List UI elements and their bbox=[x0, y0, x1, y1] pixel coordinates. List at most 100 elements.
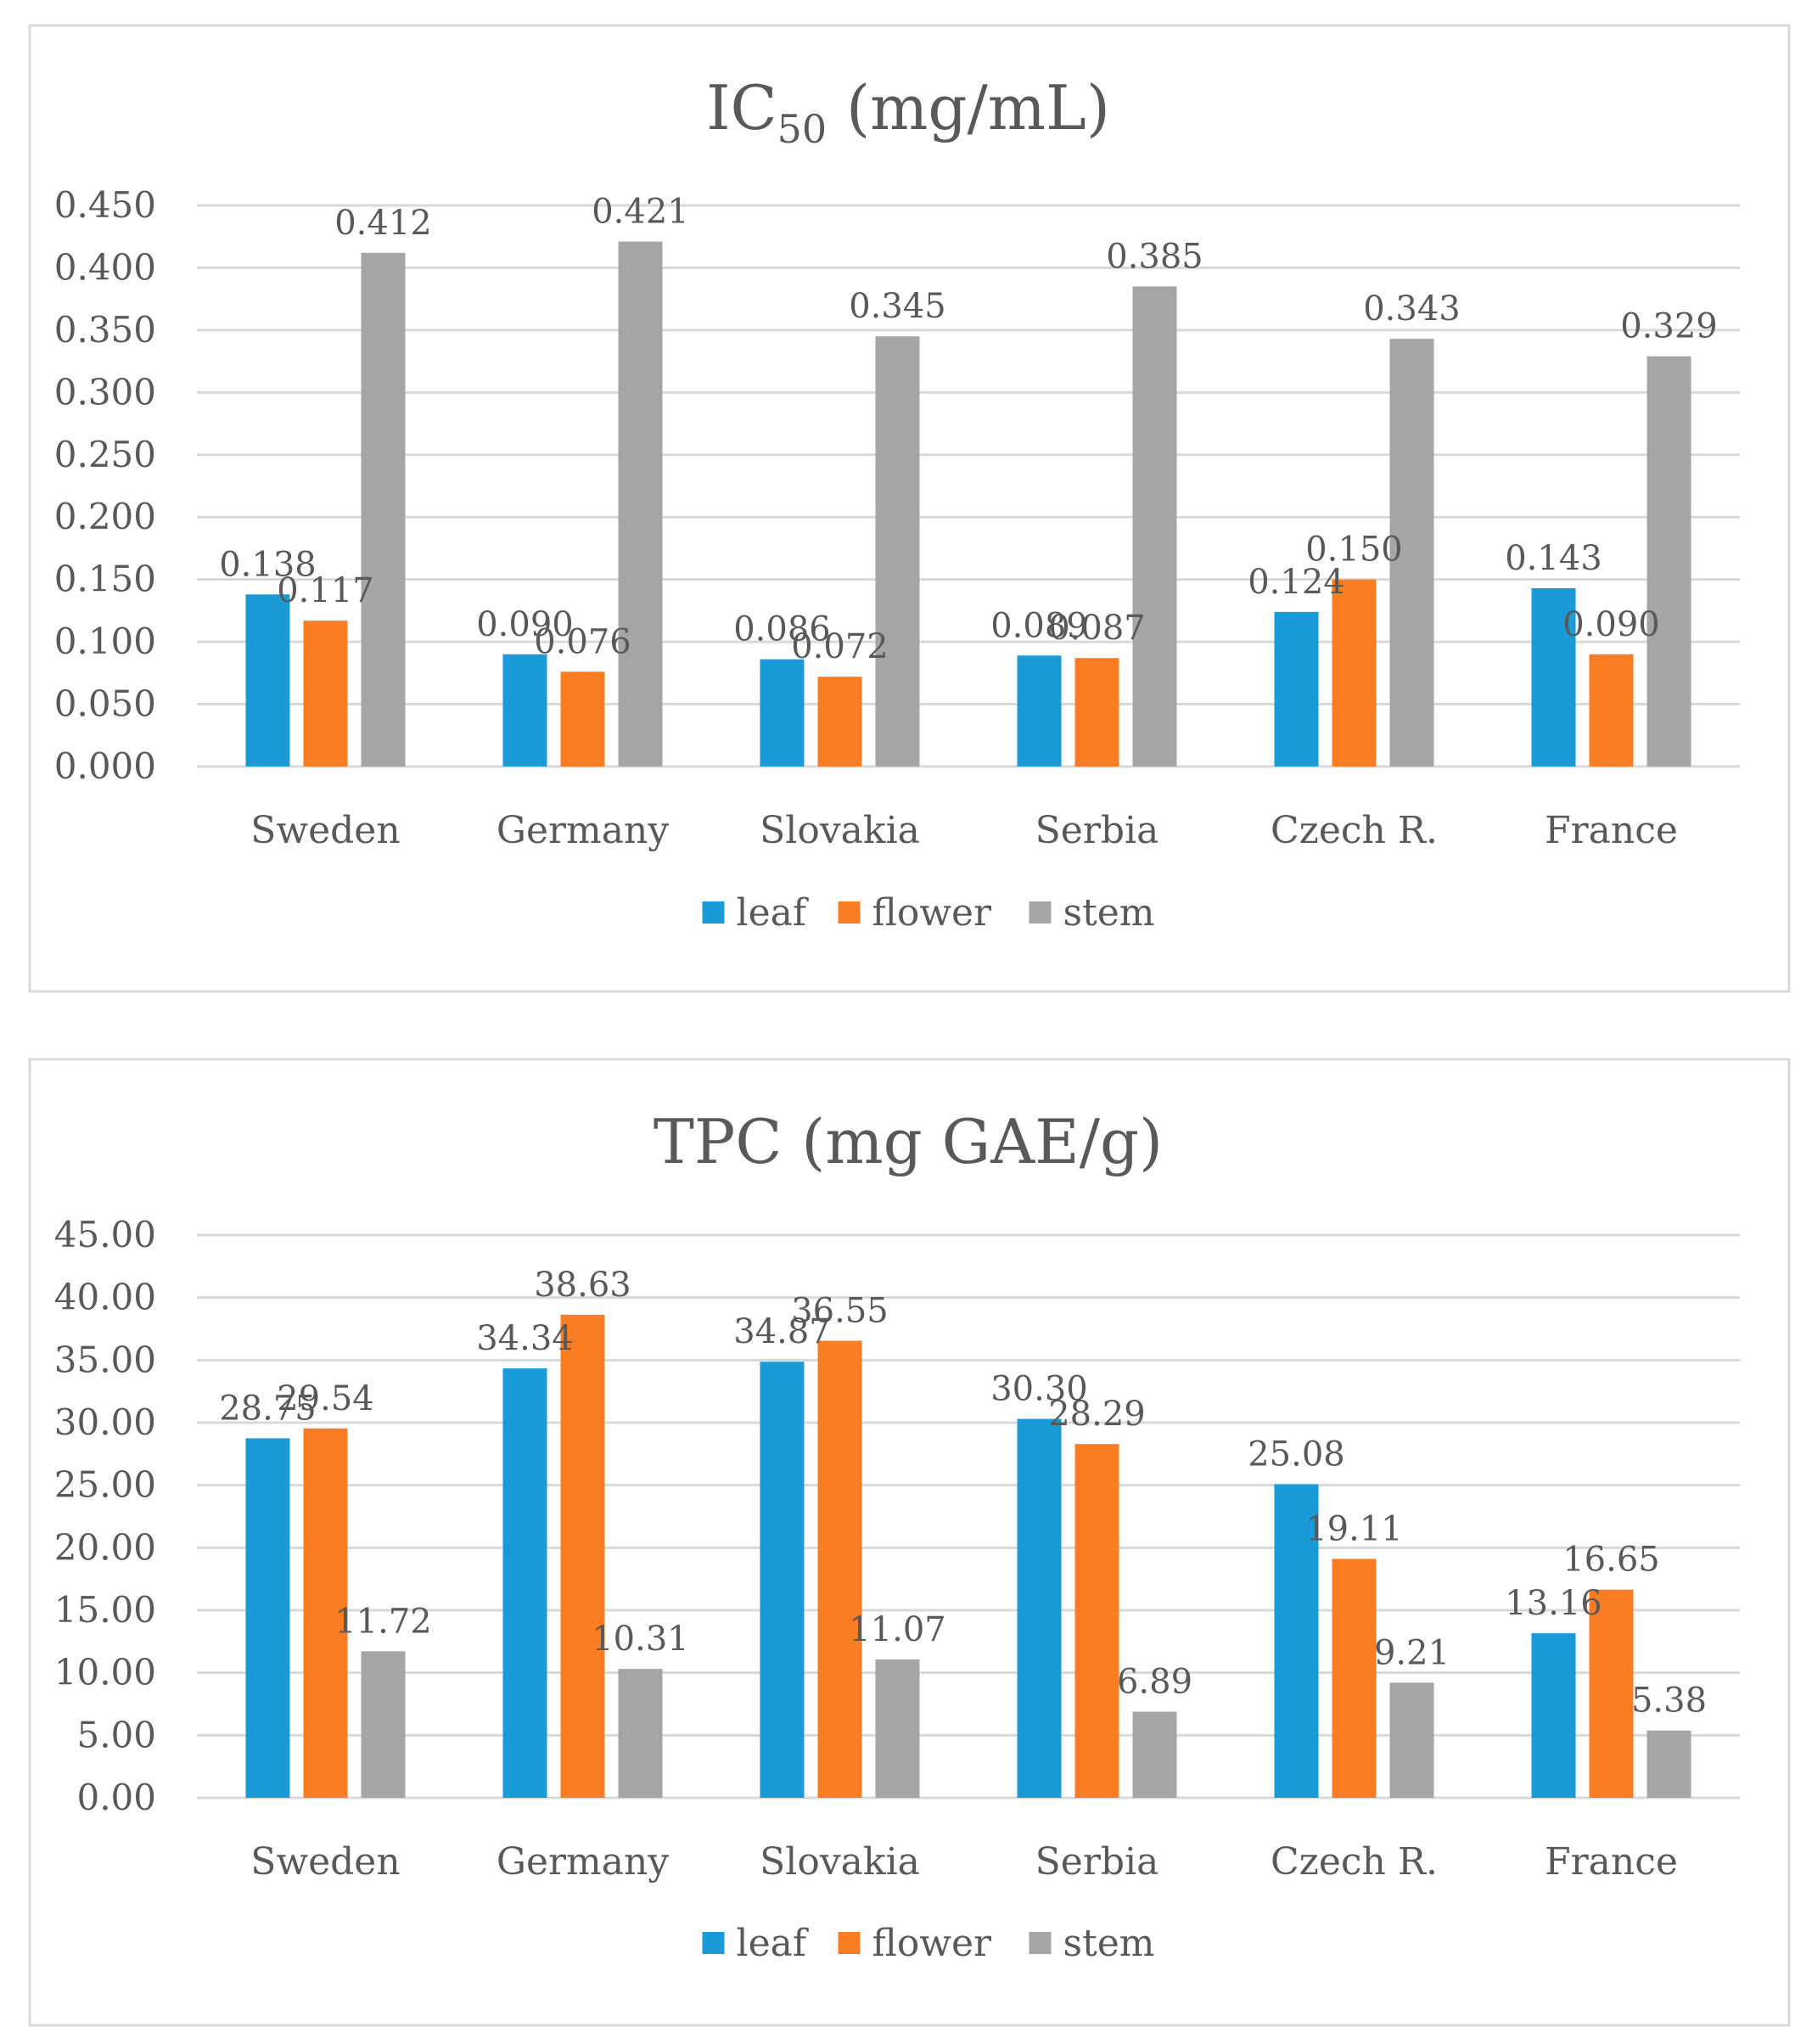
x-tick-label: France bbox=[1545, 809, 1678, 852]
y-axis-ticks: 0.00 5.00 10.00 15.00 20.00 25.00 30.00 35.00 40… bbox=[54, 1214, 156, 1818]
bar-flower bbox=[1589, 1589, 1634, 1798]
legend-item-leaf: leaf bbox=[702, 1922, 809, 1965]
legend-item-flower: flower bbox=[838, 1922, 992, 1965]
data-label-flower: 36.55 bbox=[791, 1291, 889, 1330]
bar-stem bbox=[361, 1651, 406, 1798]
x-axis-ticks: Sweden Germany Slovakia Serbia Czech R. Franc… bbox=[250, 1840, 1678, 1884]
y-tick-label: 0.00 bbox=[76, 1777, 156, 1818]
legend-label: leaf bbox=[737, 1922, 809, 1965]
bars bbox=[245, 241, 1691, 767]
y-tick-label: 35.00 bbox=[54, 1339, 156, 1380]
data-label-flower: 0.087 bbox=[1048, 609, 1146, 648]
legend-swatch bbox=[838, 1932, 861, 1954]
data-label-stem: 10.31 bbox=[592, 1620, 689, 1659]
bars bbox=[245, 1314, 1691, 1798]
legend-label: leaf bbox=[737, 891, 809, 935]
bar-flower bbox=[303, 620, 348, 766]
x-tick-label: Sweden bbox=[250, 809, 400, 852]
bar-leaf bbox=[1274, 611, 1319, 766]
bar-stem bbox=[1647, 1730, 1691, 1798]
data-label-leaf: 0.090 bbox=[476, 605, 574, 644]
gridlines bbox=[197, 204, 1740, 768]
bar-leaf bbox=[760, 659, 805, 766]
bar-flower bbox=[817, 677, 862, 766]
data-label-leaf: 30.30 bbox=[990, 1370, 1088, 1409]
y-tick-label: 0.300 bbox=[54, 371, 156, 413]
x-tick-label: France bbox=[1545, 1840, 1678, 1884]
y-tick-label: 40.00 bbox=[54, 1277, 156, 1318]
data-label-stem: 11.07 bbox=[849, 1610, 946, 1649]
y-axis-ticks: 0.000 0.050 0.100 0.150 0.200 0.250 0.300 0.350… bbox=[54, 184, 156, 787]
bar-flower bbox=[1074, 658, 1119, 766]
legend-label: stem bbox=[1063, 891, 1155, 935]
x-tick-label: Czech R. bbox=[1271, 809, 1438, 852]
bar-stem bbox=[875, 1659, 920, 1798]
data-label-leaf: 34.34 bbox=[476, 1319, 574, 1358]
data-label-stem: 9.21 bbox=[1374, 1633, 1450, 1672]
data-label-leaf: 13.16 bbox=[1505, 1584, 1602, 1623]
y-tick-label: 0.200 bbox=[54, 496, 156, 537]
bar-flower bbox=[1332, 579, 1377, 766]
legend-swatch bbox=[1029, 901, 1052, 924]
data-label-flower: 29.54 bbox=[277, 1379, 374, 1418]
bar-flower bbox=[560, 671, 605, 766]
data-label-leaf: 0.124 bbox=[1248, 563, 1345, 602]
gridlines bbox=[197, 1233, 1740, 1800]
bar-leaf bbox=[1274, 1484, 1319, 1798]
legend-item-flower: flower bbox=[838, 891, 992, 935]
bar-leaf bbox=[760, 1362, 805, 1798]
data-label-leaf: 28.75 bbox=[219, 1389, 317, 1428]
x-tick-label: Slovakia bbox=[760, 809, 920, 852]
data-label-stem: 0.345 bbox=[849, 287, 946, 326]
y-tick-label: 0.450 bbox=[54, 184, 156, 226]
y-tick-label: 10.00 bbox=[54, 1652, 156, 1693]
y-tick-label: 0.350 bbox=[54, 309, 156, 351]
y-tick-label: 25.00 bbox=[54, 1464, 156, 1506]
data-label-stem: 0.385 bbox=[1106, 237, 1203, 276]
x-tick-label: Germany bbox=[496, 809, 670, 852]
legend-swatch bbox=[702, 901, 725, 924]
data-label-flower: 0.117 bbox=[277, 571, 374, 610]
y-tick-label: 5.00 bbox=[76, 1714, 156, 1755]
bar-leaf bbox=[502, 654, 547, 766]
data-label-leaf: 0.143 bbox=[1505, 539, 1602, 578]
chart-title: TPC (mg GAE/g) bbox=[654, 1106, 1163, 1177]
x-tick-label: Germany bbox=[496, 1840, 670, 1884]
y-tick-label: 20.00 bbox=[54, 1526, 156, 1568]
data-label-stem: 5.38 bbox=[1631, 1682, 1707, 1721]
bar-stem bbox=[618, 241, 663, 766]
legend-item-stem: stem bbox=[1029, 891, 1155, 935]
data-label-flower: 0.076 bbox=[534, 622, 631, 661]
bar-stem bbox=[1132, 1711, 1177, 1798]
legend-item-leaf: leaf bbox=[702, 891, 809, 935]
legend-item-stem: stem bbox=[1029, 1922, 1155, 1965]
legend: leaf flower stem bbox=[702, 1922, 1155, 1965]
y-tick-label: 0.050 bbox=[54, 683, 156, 725]
bar-stem bbox=[361, 252, 406, 767]
x-tick-label: Slovakia bbox=[760, 1840, 920, 1884]
data-label-stem: 0.412 bbox=[334, 204, 432, 243]
y-tick-label: 15.00 bbox=[54, 1589, 156, 1631]
data-label-stem: 0.329 bbox=[1620, 307, 1718, 346]
data-label-flower: 0.072 bbox=[791, 627, 889, 666]
data-label-leaf: 0.089 bbox=[990, 606, 1088, 645]
chart-title: IC50 (mg/mL) bbox=[706, 72, 1110, 152]
data-label-stem: 0.343 bbox=[1363, 289, 1461, 328]
y-tick-label: 45.00 bbox=[54, 1214, 156, 1255]
bar-leaf bbox=[245, 594, 290, 766]
x-tick-label: Sweden bbox=[250, 1840, 400, 1884]
legend-swatch bbox=[838, 901, 861, 924]
x-tick-label: Czech R. bbox=[1271, 1840, 1438, 1884]
data-label-flower: 19.11 bbox=[1305, 1509, 1403, 1548]
bar-flower bbox=[817, 1340, 862, 1798]
ic50-chart: IC50 (mg/mL) 0.0000.0500.1000.1500.2000.… bbox=[28, 24, 1791, 993]
y-tick-label: 0.250 bbox=[54, 434, 156, 475]
bar-leaf bbox=[1017, 1418, 1062, 1798]
legend: leaf flower stem bbox=[702, 891, 1155, 935]
bar-stem bbox=[1647, 356, 1691, 766]
data-label-flower: 0.090 bbox=[1562, 605, 1660, 644]
bar-flower bbox=[560, 1314, 605, 1798]
data-label-leaf: 0.086 bbox=[733, 610, 831, 649]
bar-leaf bbox=[502, 1368, 547, 1798]
